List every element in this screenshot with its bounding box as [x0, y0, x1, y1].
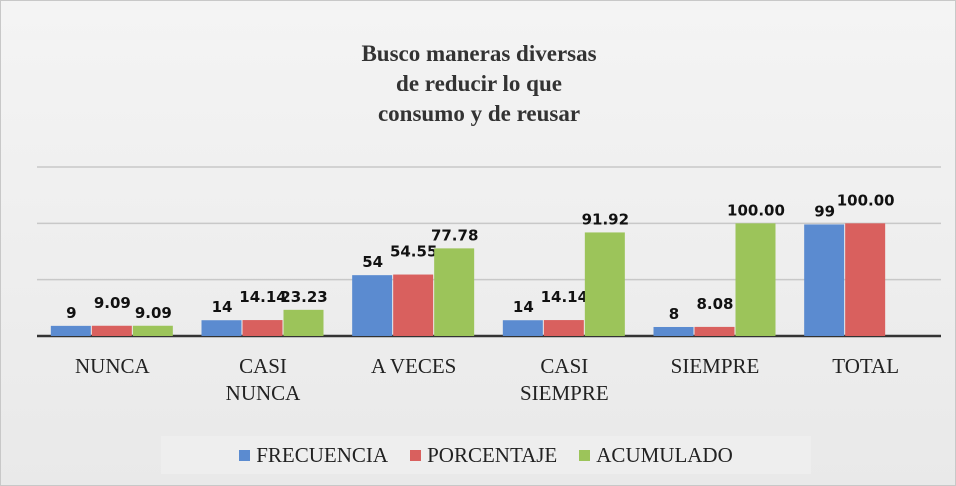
legend-item: FRECUENCIA [239, 443, 388, 468]
data-label: 14 [212, 298, 233, 316]
bar [543, 320, 584, 336]
bar [804, 224, 845, 336]
data-label: 100.00 [837, 191, 895, 209]
legend: FRECUENCIA PORCENTAJE ACUMULADO [161, 436, 811, 474]
legend-label: FRECUENCIA [256, 442, 389, 467]
chart-title: Busco maneras diversas de reducir lo que… [361, 41, 597, 126]
x-tick-label: SIEMPRE [670, 354, 760, 378]
bar [50, 325, 91, 336]
data-label: 54 [362, 253, 383, 271]
data-label: 14.14 [541, 288, 588, 306]
legend-item: PORCENTAJE [410, 443, 557, 468]
bar [653, 326, 694, 336]
bar [132, 325, 173, 336]
bar [393, 274, 434, 336]
data-label: 54.55 [390, 243, 437, 261]
bar [91, 325, 132, 336]
bar [434, 248, 475, 336]
data-label: 100.00 [727, 201, 785, 219]
x-tick-label: NUNCA [74, 354, 150, 378]
data-label: 23.23 [280, 288, 327, 306]
data-label: 14.14 [239, 288, 286, 306]
legend-swatch [239, 449, 251, 461]
legend-swatch [410, 449, 422, 461]
data-label: 8.08 [696, 295, 733, 313]
data-label: 99 [814, 202, 835, 220]
legend-swatch [579, 449, 591, 461]
bar [735, 223, 776, 336]
bar [352, 275, 393, 336]
legend-item: ACUMULADO [579, 443, 733, 468]
data-label: 9.09 [135, 304, 172, 322]
legend-label: PORCENTAJE [427, 442, 558, 467]
bar [845, 223, 886, 336]
x-tick-label: CASI NUNCA [225, 354, 301, 405]
data-label: 9.09 [94, 294, 131, 312]
bar [502, 320, 543, 336]
bar [584, 232, 625, 336]
bar [694, 326, 735, 336]
data-label: 91.92 [582, 210, 629, 228]
data-label: 8 [669, 305, 679, 323]
bar [201, 320, 242, 336]
x-tick-label: A VECES [370, 354, 457, 378]
legend-label: ACUMULADO [596, 442, 733, 467]
data-label: 77.78 [431, 226, 478, 244]
data-label: 14 [513, 298, 534, 316]
bar [283, 309, 324, 336]
x-tick-label: TOTAL [832, 354, 900, 378]
x-tick-label: CASI SIEMPRE [519, 354, 609, 405]
bar [242, 320, 283, 336]
data-label: 9 [66, 304, 76, 322]
